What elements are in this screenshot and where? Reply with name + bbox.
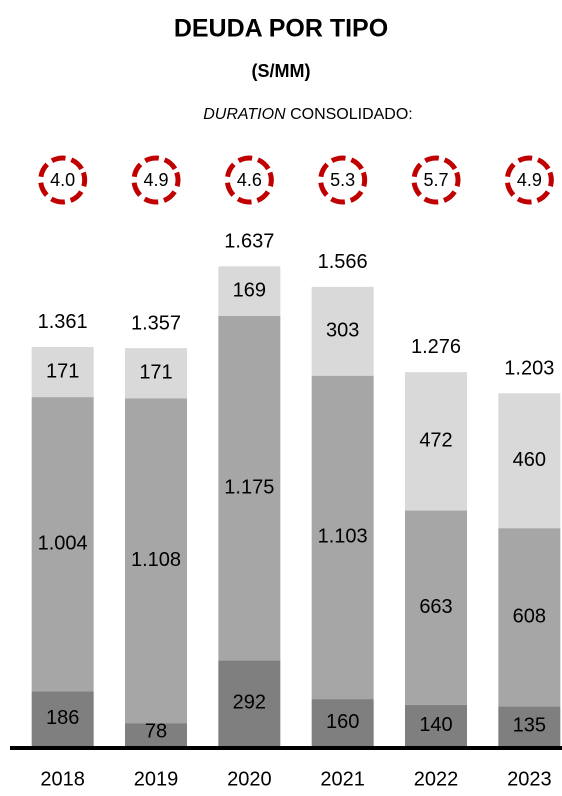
- x-tick-label: 2021: [320, 768, 365, 790]
- segment-label: 171: [139, 361, 172, 383]
- segment-label: 460: [513, 449, 546, 471]
- bar-segment: [31, 397, 94, 692]
- chart-title: DEUDA POR TIPO: [174, 15, 388, 43]
- segment-label: 1.103: [318, 526, 368, 548]
- duration-ring: [318, 155, 368, 205]
- annotation-italic: DURATION: [203, 106, 286, 123]
- total-label: 1.566: [318, 251, 368, 273]
- duration-ring: [411, 155, 461, 205]
- bar-segment: [498, 393, 561, 529]
- bar-segment: [125, 398, 187, 724]
- total-label: 1.276: [411, 336, 461, 358]
- segment-label: 1.175: [224, 476, 274, 498]
- segment-label: 292: [233, 691, 266, 713]
- segment-label: 303: [326, 320, 359, 342]
- bar-segment: [311, 286, 374, 376]
- bar-segment: [125, 723, 187, 746]
- bar-segment: [31, 691, 94, 746]
- chart-subtitle: (S/MM): [252, 61, 311, 81]
- bar-segment: [311, 699, 374, 746]
- total-label: 1.203: [504, 358, 554, 380]
- annotation: DURATION CONSOLIDADO:: [203, 106, 413, 123]
- duration-label: 5.7: [423, 170, 448, 190]
- x-tick-label: 2022: [414, 768, 459, 790]
- total-label: 1.637: [224, 230, 274, 252]
- segment-label: 160: [326, 711, 359, 733]
- segment-label: 472: [419, 430, 452, 452]
- total-label: 1.357: [131, 312, 181, 334]
- bar-segment: [218, 315, 281, 661]
- bar-segment: [311, 375, 374, 700]
- segment-label: 186: [46, 707, 79, 729]
- segment-label: 135: [513, 714, 546, 736]
- segment-label: 1.108: [131, 549, 181, 571]
- duration-label: 4.0: [50, 170, 75, 190]
- bar-segment: [405, 510, 467, 705]
- segment-label: 169: [233, 279, 266, 301]
- bar-segment: [498, 528, 561, 707]
- bar-segment: [218, 266, 281, 316]
- bar-segment: [125, 348, 187, 399]
- bar-segment: [31, 346, 94, 398]
- duration-label: 4.9: [517, 170, 542, 190]
- total-label: 1.361: [38, 311, 88, 333]
- duration-ring: [224, 155, 274, 205]
- duration-label: 5.3: [330, 170, 355, 190]
- bar-segment: [405, 704, 467, 746]
- duration-label: 4.9: [143, 170, 168, 190]
- bar-segment: [405, 372, 467, 511]
- duration-ring: [131, 155, 181, 205]
- segment-label: 1.004: [38, 533, 88, 555]
- segment-label: 663: [419, 596, 452, 618]
- x-tick-label: 2020: [227, 768, 272, 790]
- annotation-text: CONSOLIDADO:: [290, 106, 413, 123]
- segment-label: 171: [46, 360, 79, 382]
- bar-segment: [498, 706, 561, 746]
- segment-label: 608: [513, 606, 546, 628]
- bar-segment: [218, 660, 281, 746]
- x-tick-label: 2018: [40, 768, 85, 790]
- segment-label: 78: [145, 720, 167, 742]
- x-tick-label: 2019: [134, 768, 179, 790]
- x-tick-label: 2023: [507, 768, 552, 790]
- duration-ring: [38, 155, 88, 205]
- duration-label: 4.6: [237, 170, 262, 190]
- segment-label: 140: [419, 714, 452, 736]
